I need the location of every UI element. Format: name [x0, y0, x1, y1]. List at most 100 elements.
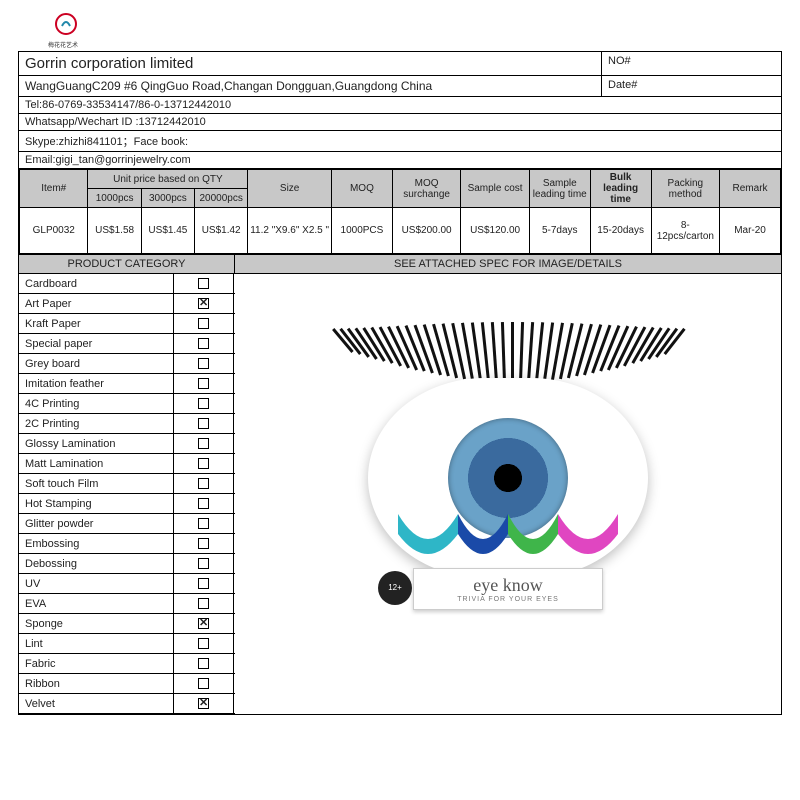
category-row: Glitter powder	[19, 514, 235, 534]
skype: Skype:zhizhi841101；Face book:	[19, 131, 781, 152]
category-row: UV	[19, 574, 235, 594]
category-checkbox-cell	[174, 474, 234, 493]
category-checkbox-cell	[174, 654, 234, 673]
category-checkbox-cell	[174, 534, 234, 553]
checkbox[interactable]	[198, 418, 209, 429]
checkbox[interactable]	[198, 378, 209, 389]
category-label: Matt Lamination	[19, 454, 174, 473]
category-label: Art Paper	[19, 294, 174, 313]
cell-sample-cost: US$120.00	[461, 208, 529, 254]
category-checkbox-cell	[174, 394, 234, 413]
category-label: Imitation feather	[19, 374, 174, 393]
checkbox[interactable]	[198, 338, 209, 349]
category-row: Embossing	[19, 534, 235, 554]
th-packing: Packing method	[651, 170, 719, 208]
cell-size: 11.2 "X9.6" X2.5 "	[248, 208, 332, 254]
category-label: Lint	[19, 634, 174, 653]
cell-p2: US$1.45	[141, 208, 194, 254]
whatsapp: Whatsapp/Wechart ID :13712442010	[19, 114, 781, 131]
company-name: Gorrin corporation limited	[19, 52, 601, 75]
category-row: 2C Printing	[19, 414, 235, 434]
category-row: Art Paper	[19, 294, 235, 314]
cell-packing: 8-12pcs/carton	[651, 208, 719, 254]
product-subtitle: TRIVIA FOR YOUR EYES	[418, 596, 598, 603]
category-checkbox-cell	[174, 634, 234, 653]
age-text: 12+	[388, 584, 402, 592]
category-row: Special paper	[19, 334, 235, 354]
checkbox[interactable]	[198, 298, 209, 309]
category-row: Fabric	[19, 654, 235, 674]
price-table: Item# Unit price based on QTY Size MOQ M…	[19, 169, 781, 254]
company-logo	[54, 12, 78, 36]
checkbox[interactable]	[198, 658, 209, 669]
category-checkbox-cell	[174, 514, 234, 533]
category-row: Sponge	[19, 614, 235, 634]
category-checkbox-cell	[174, 554, 234, 573]
category-checkbox-cell	[174, 354, 234, 373]
category-row: Matt Lamination	[19, 454, 235, 474]
tel: Tel:86-0769-33534147/86-0-13712442010	[19, 97, 781, 114]
category-label: Glitter powder	[19, 514, 174, 533]
category-row: Hot Stamping	[19, 494, 235, 514]
category-label: Cardboard	[19, 274, 174, 293]
th-sample-lead: Sample leading time	[529, 170, 590, 208]
category-checkbox-cell	[174, 374, 234, 393]
category-checkbox-cell	[174, 314, 234, 333]
category-checkbox-cell	[174, 594, 234, 613]
checkbox[interactable]	[198, 538, 209, 549]
section-spec: SEE ATTACHED SPEC FOR IMAGE/DETAILS	[235, 255, 781, 273]
checkbox[interactable]	[198, 638, 209, 649]
category-checkbox-cell	[174, 334, 234, 353]
category-label: UV	[19, 574, 174, 593]
product-illustration: 12+ eye know TRIVIA FOR YOUR EYES	[348, 344, 668, 644]
category-row: Soft touch Film	[19, 474, 235, 494]
category-row: EVA	[19, 594, 235, 614]
category-checkbox-cell	[174, 414, 234, 433]
th-unit-group: Unit price based on QTY	[88, 170, 248, 189]
th-sample-cost: Sample cost	[461, 170, 529, 208]
checkbox[interactable]	[198, 618, 209, 629]
cell-p3: US$1.42	[195, 208, 248, 254]
category-row: Kraft Paper	[19, 314, 235, 334]
checkbox[interactable]	[198, 578, 209, 589]
checkbox[interactable]	[198, 558, 209, 569]
th-q1: 1000pcs	[88, 189, 141, 208]
cell-item: GLP0032	[20, 208, 88, 254]
checkbox[interactable]	[198, 358, 209, 369]
category-checkbox-cell	[174, 694, 234, 713]
category-row: Grey board	[19, 354, 235, 374]
checkbox[interactable]	[198, 398, 209, 409]
th-q3: 20000pcs	[195, 189, 248, 208]
age-badge: 12+	[378, 571, 412, 605]
category-row: Debossing	[19, 554, 235, 574]
checkbox[interactable]	[198, 698, 209, 709]
email: Email:gigi_tan@gorrinjewelry.com	[19, 152, 781, 169]
checkbox[interactable]	[198, 498, 209, 509]
checkbox[interactable]	[198, 458, 209, 469]
th-bulk-lead: Bulk leading time	[590, 170, 651, 208]
category-row: Glossy Lamination	[19, 434, 235, 454]
th-q2: 3000pcs	[141, 189, 194, 208]
category-checkbox-cell	[174, 434, 234, 453]
category-checkbox-cell	[174, 274, 234, 293]
th-remark: Remark	[720, 170, 781, 208]
checkbox[interactable]	[198, 438, 209, 449]
category-list: CardboardArt PaperKraft PaperSpecial pap…	[19, 274, 235, 714]
th-size: Size	[248, 170, 332, 208]
category-row: Velvet	[19, 694, 235, 714]
category-checkbox-cell	[174, 494, 234, 513]
category-label: 4C Printing	[19, 394, 174, 413]
date-field: Date#	[601, 76, 781, 96]
spec-sheet: Gorrin corporation limited NO# WangGuang…	[18, 51, 782, 715]
checkbox[interactable]	[198, 318, 209, 329]
checkbox[interactable]	[198, 478, 209, 489]
cell-moqsur: US$200.00	[392, 208, 460, 254]
checkbox[interactable]	[198, 598, 209, 609]
checkbox[interactable]	[198, 278, 209, 289]
color-arc	[388, 504, 628, 564]
checkbox[interactable]	[198, 518, 209, 529]
category-label: Fabric	[19, 654, 174, 673]
category-label: Debossing	[19, 554, 174, 573]
checkbox[interactable]	[198, 678, 209, 689]
cell-bulk-lead: 15-20days	[590, 208, 651, 254]
